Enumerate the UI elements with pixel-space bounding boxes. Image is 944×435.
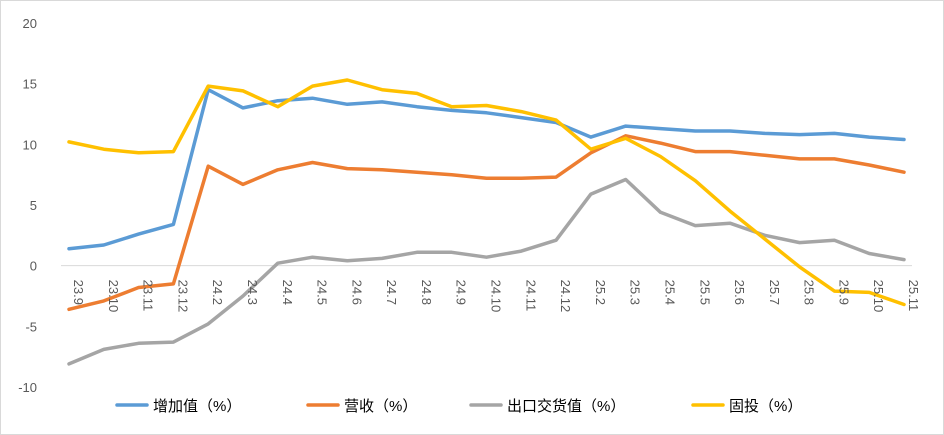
series-line-2 (67, 177, 906, 366)
x-tick-label: 24.9 (454, 280, 469, 305)
x-tick-label: 24.4 (280, 280, 295, 305)
y-tick-label: 15 (23, 77, 37, 92)
legend-label-0: 增加值（%） (153, 398, 241, 415)
x-tick-label: 24.3 (245, 280, 260, 305)
x-tick-label: 23.12 (175, 280, 190, 313)
x-tick-label: 24.12 (558, 280, 573, 313)
x-tick-label: 24.11 (523, 280, 538, 312)
x-tick-label: 25.9 (836, 280, 851, 305)
x-tick-label: 24.7 (384, 280, 399, 305)
x-tick-label: 25.10 (871, 280, 886, 313)
x-tick-label: 25.11 (906, 280, 921, 312)
x-tick-label: 25.8 (802, 280, 817, 305)
legend-label-1: 营收（%） (344, 398, 417, 415)
y-axis-tick-labels: -10 -5 0 5 10 15 20 (18, 16, 37, 395)
legend-label-2: 出口交货值（%） (507, 397, 625, 415)
series-lines (67, 78, 906, 366)
y-tick-label: 10 (23, 137, 37, 152)
x-tick-label: 25.4 (662, 280, 677, 305)
x-tick-label: 23.9 (71, 280, 86, 305)
x-tick-label: 25.6 (732, 280, 747, 305)
x-tick-label: 25.7 (767, 280, 782, 305)
series-line-3 (67, 78, 906, 307)
x-tick-label: 24.5 (315, 280, 330, 305)
x-tick-label: 24.2 (210, 280, 225, 305)
legend-label-3: 固投（%） (729, 398, 802, 415)
y-tick-label: 5 (30, 198, 37, 213)
x-tick-label: 24.10 (489, 280, 504, 313)
x-tick-label: 25.5 (697, 280, 712, 305)
legend: 增加值（%） 营收（%） 出口交货值（%） 固投（%） (115, 397, 802, 415)
series-line-1 (67, 134, 906, 312)
x-tick-label: 25.2 (593, 280, 608, 305)
x-axis-tick-labels: 23.9 23.10 23.11 23.12 24.2 24.3 24.4 24.5 24.6 2… (71, 280, 921, 313)
x-tick-label: 24.6 (349, 280, 364, 305)
y-tick-label: -10 (18, 380, 37, 395)
x-tick-label: 23.10 (106, 280, 121, 313)
x-tick-label: 24.8 (419, 280, 434, 305)
y-tick-label: -5 (25, 319, 37, 334)
x-tick-label: 23.11 (141, 280, 156, 312)
y-tick-label: 0 (30, 259, 37, 274)
y-tick-label: 20 (23, 16, 37, 31)
x-tick-label: 25.3 (628, 280, 643, 305)
